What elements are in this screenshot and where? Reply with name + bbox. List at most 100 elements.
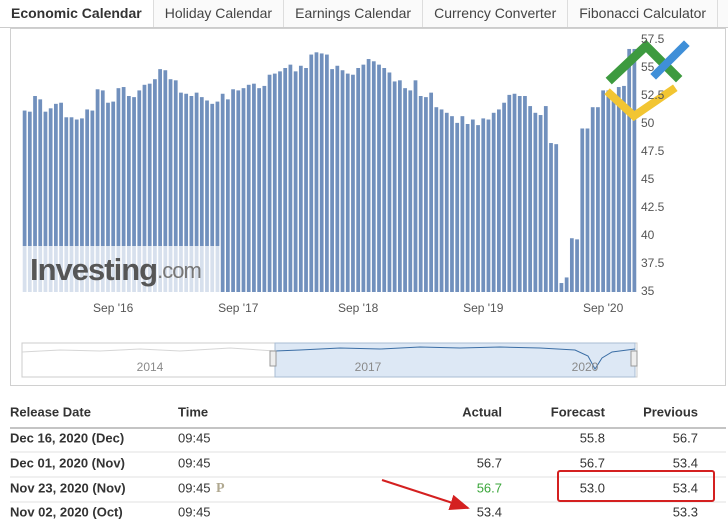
- bar: [220, 93, 225, 292]
- bar: [298, 65, 303, 292]
- bar: [564, 277, 569, 292]
- cell-time: 09:45: [178, 430, 211, 445]
- column-header: Time: [178, 404, 208, 419]
- bar: [225, 99, 230, 292]
- bar: [444, 112, 449, 292]
- bar: [80, 118, 84, 293]
- bar: [559, 283, 564, 292]
- bar: [90, 110, 95, 292]
- preliminary-flag: P: [216, 481, 225, 496]
- y-tick-label: 42.5: [641, 200, 665, 214]
- x-tick-label: Sep '17: [218, 301, 259, 315]
- bar: [590, 107, 595, 292]
- bar: [215, 101, 220, 292]
- bar: [199, 97, 204, 293]
- cell-previous: 53.4: [673, 480, 698, 495]
- y-tick-label: 45: [641, 172, 655, 186]
- bar: [137, 90, 142, 293]
- tab[interactable]: Fibonacci Calculator: [568, 0, 719, 27]
- bar: [314, 52, 319, 292]
- bar: [27, 111, 32, 293]
- bar: [252, 83, 256, 293]
- bar: [304, 68, 308, 292]
- logo-blue: [650, 40, 690, 80]
- bar: [512, 93, 517, 292]
- bar: [366, 59, 371, 292]
- y-tick-label: 57.5: [641, 32, 665, 46]
- bar: [64, 117, 69, 292]
- logo: [604, 39, 690, 122]
- bar: [59, 102, 63, 292]
- cell-previous: 53.4: [673, 455, 698, 470]
- bar: [616, 87, 621, 292]
- bar: [476, 125, 480, 293]
- cell-actual: 53.4: [477, 504, 502, 519]
- bar: [392, 81, 397, 292]
- bar: [361, 64, 366, 292]
- arrow: [381, 479, 470, 511]
- bar: [460, 116, 465, 292]
- navigator-line: [274, 346, 636, 370]
- bar: [507, 94, 512, 292]
- bar: [267, 74, 272, 292]
- bar: [575, 239, 579, 292]
- tab-bar: Economic Calendar Holiday Calendar Earning…: [0, 0, 728, 28]
- tab[interactable]: Forex: [718, 0, 728, 27]
- navigator-handle[interactable]: [630, 350, 638, 367]
- bar: [481, 118, 486, 293]
- bar: [606, 90, 611, 293]
- tab[interactable]: Currency Converter: [423, 0, 569, 27]
- cell-time: 09:45: [178, 480, 211, 495]
- bar: [450, 116, 454, 292]
- bar: [231, 89, 235, 292]
- cell-date: Nov 02, 2020 (Oct): [10, 504, 123, 519]
- bar: [408, 90, 413, 293]
- tab[interactable]: Economic Calendar: [0, 0, 154, 27]
- watermark-brand: Investing: [30, 252, 157, 287]
- y-tick-label: 52.5: [641, 88, 665, 102]
- bar: [85, 109, 90, 292]
- bar: [418, 96, 423, 292]
- watermark-suffix: .com: [157, 258, 201, 283]
- tab[interactable]: Earnings Calendar: [284, 0, 424, 27]
- y-tick-label: 37.5: [641, 256, 665, 270]
- bar: [424, 97, 428, 293]
- bar: [377, 64, 381, 292]
- y-tick-label: 50: [641, 116, 655, 130]
- bar: [106, 102, 110, 292]
- y-tick-label: 35: [641, 284, 655, 298]
- y-tick-label: 47.5: [641, 144, 665, 158]
- bar: [236, 90, 241, 293]
- bar: [132, 97, 136, 293]
- bar: [288, 64, 293, 292]
- bar: [569, 238, 574, 292]
- bar: [601, 90, 605, 293]
- bar: [33, 96, 37, 292]
- bar: [43, 111, 48, 293]
- bar: [246, 84, 251, 292]
- bar: [371, 61, 376, 292]
- bar: [309, 54, 314, 293]
- navigator-handle[interactable]: [269, 350, 277, 367]
- bar: [434, 107, 439, 292]
- tab[interactable]: Holiday Calendar: [153, 0, 285, 27]
- bar: [439, 109, 444, 292]
- cell-date: Nov 23, 2020 (Nov): [10, 480, 126, 495]
- navigator-label: 2017: [355, 360, 382, 374]
- bar: [325, 54, 329, 293]
- column-header: Release Date: [10, 404, 91, 419]
- bar: [611, 96, 616, 292]
- bar: [523, 96, 527, 292]
- cell-previous: 53.3: [673, 504, 698, 519]
- watermark-bg: [22, 246, 220, 292]
- bar: [293, 71, 298, 292]
- bar: [142, 84, 147, 292]
- bar: [100, 90, 105, 293]
- bar: [387, 72, 392, 292]
- bar: [470, 119, 475, 293]
- bar: [241, 88, 246, 292]
- bar: [158, 69, 162, 293]
- bar: [533, 112, 538, 292]
- bar: [319, 53, 324, 292]
